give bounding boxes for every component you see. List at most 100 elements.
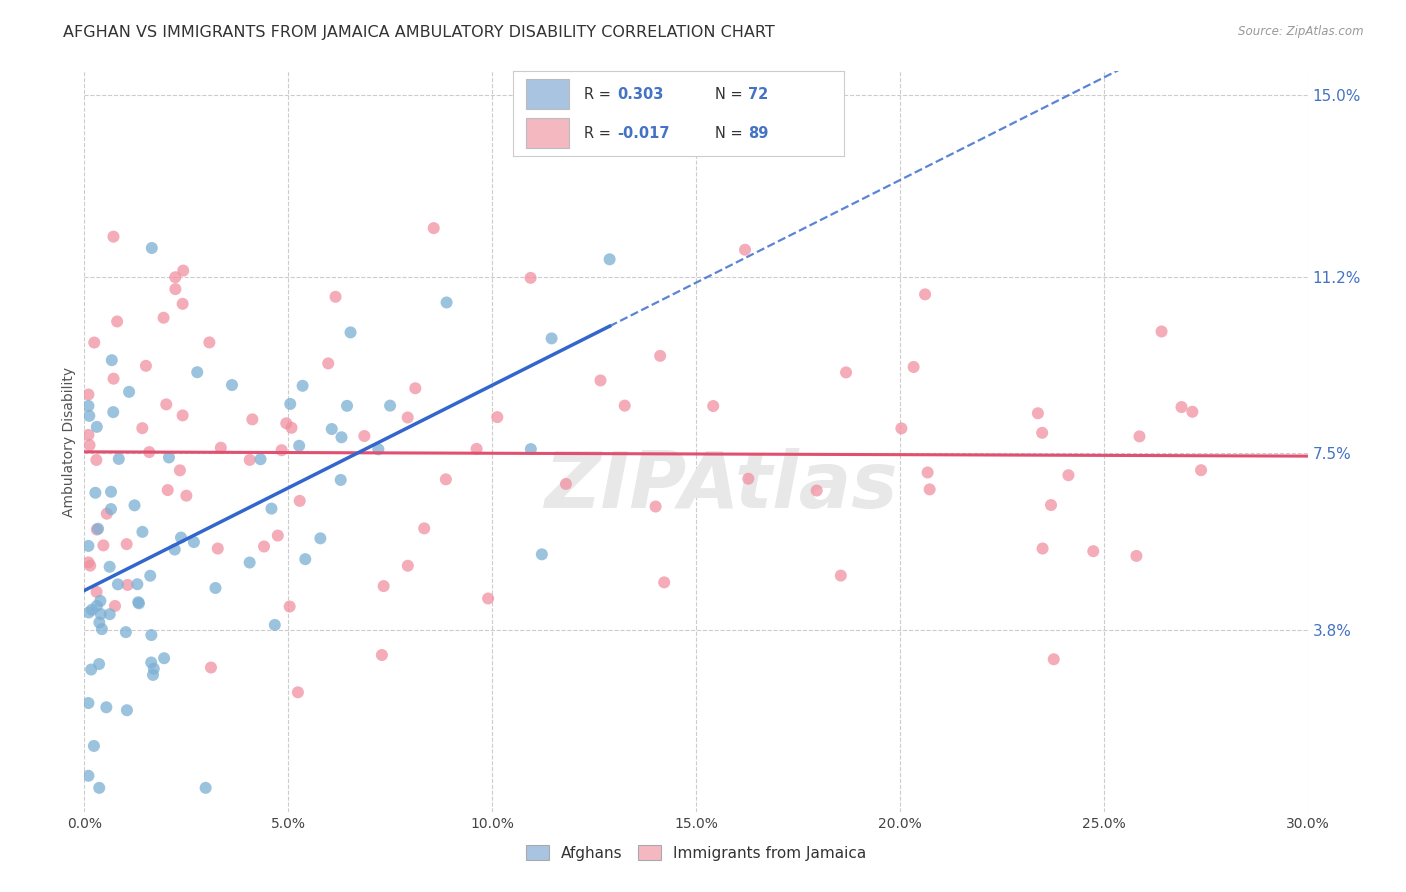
Point (702, 399, 724, 413)
Point (436, 295, 458, 310)
Text: 0.303: 0.303 (617, 87, 664, 102)
Point (86, 523, 108, 537)
Point (87, 522, 110, 536)
Point (118, 384, 141, 399)
Point (84, 485, 107, 500)
Y-axis label: Ambulatory Disability: Ambulatory Disability (62, 367, 76, 516)
Point (156, 483, 179, 497)
Point (86, 599, 108, 613)
Point (890, 421, 912, 435)
Point (104, 599, 127, 613)
Point (89, 780, 111, 795)
Point (141, 241, 163, 255)
Point (373, 579, 395, 593)
Point (172, 409, 194, 423)
Point (100, 502, 122, 516)
Point (806, 483, 828, 498)
Point (79, 558, 101, 573)
Point (77, 387, 100, 401)
Point (291, 379, 314, 393)
Point (124, 499, 146, 513)
Point (918, 483, 941, 497)
Point (336, 399, 359, 413)
Point (599, 252, 621, 267)
Point (83, 739, 105, 753)
Point (139, 568, 162, 582)
Point (321, 422, 343, 436)
Point (276, 417, 298, 431)
Point (204, 581, 226, 595)
Point (90, 622, 112, 636)
Point (249, 452, 271, 467)
Point (142, 668, 165, 682)
Point (325, 290, 347, 304)
Point (644, 500, 666, 514)
Point (371, 648, 394, 662)
Point (917, 466, 939, 480)
Text: AFGHAN VS IMMIGRANTS FROM JAMAICA AMBULATORY DISABILITY CORRELATION CHART: AFGHAN VS IMMIGRANTS FROM JAMAICA AMBULA… (63, 25, 775, 40)
Text: -0.017: -0.017 (617, 126, 669, 141)
Point (77, 556, 100, 570)
Point (98, 559, 121, 574)
Bar (526, 118, 569, 148)
Point (77, 399, 100, 413)
Point (107, 577, 129, 591)
Point (170, 531, 193, 545)
Point (288, 494, 311, 508)
Point (209, 441, 232, 455)
Point (353, 429, 375, 443)
Point (316, 356, 339, 370)
Point (89, 615, 111, 630)
Point (378, 399, 401, 413)
Point (138, 445, 160, 459)
Point (115, 537, 138, 551)
Point (221, 378, 243, 392)
Point (127, 577, 149, 591)
Text: 89: 89 (748, 126, 768, 141)
Point (152, 310, 174, 325)
Text: N =: N = (714, 126, 747, 141)
Point (142, 662, 165, 676)
Point (477, 591, 499, 606)
Point (422, 221, 444, 235)
Point (86, 420, 108, 434)
Point (239, 556, 262, 570)
Point (396, 410, 419, 425)
Legend: Afghans, Immigrants from Jamaica: Afghans, Immigrants from Jamaica (520, 839, 872, 867)
Point (404, 381, 426, 395)
Point (186, 365, 208, 379)
Point (278, 397, 301, 411)
Point (1042, 652, 1064, 666)
Point (650, 349, 672, 363)
Point (734, 243, 756, 257)
Point (128, 596, 150, 610)
Point (172, 263, 194, 277)
Bar (526, 79, 569, 110)
Text: ZIPAtlas: ZIPAtlas (544, 448, 897, 524)
Point (93, 538, 115, 552)
Point (1032, 541, 1054, 556)
Point (176, 489, 198, 503)
Point (86, 453, 108, 467)
Point (1040, 498, 1063, 512)
Point (115, 703, 138, 717)
Point (90, 607, 112, 621)
Point (80, 663, 103, 677)
Point (77, 539, 100, 553)
Point (329, 473, 352, 487)
Point (737, 472, 759, 486)
Point (240, 412, 263, 426)
Point (131, 524, 153, 539)
Point (830, 568, 852, 582)
Point (278, 599, 301, 614)
Point (253, 540, 276, 554)
Point (89, 594, 111, 608)
Text: R =: R = (585, 87, 616, 102)
Point (165, 282, 187, 296)
Point (1170, 400, 1192, 414)
Point (330, 430, 353, 444)
Point (367, 442, 389, 457)
Point (155, 397, 177, 411)
Point (287, 685, 309, 699)
Point (107, 452, 129, 467)
